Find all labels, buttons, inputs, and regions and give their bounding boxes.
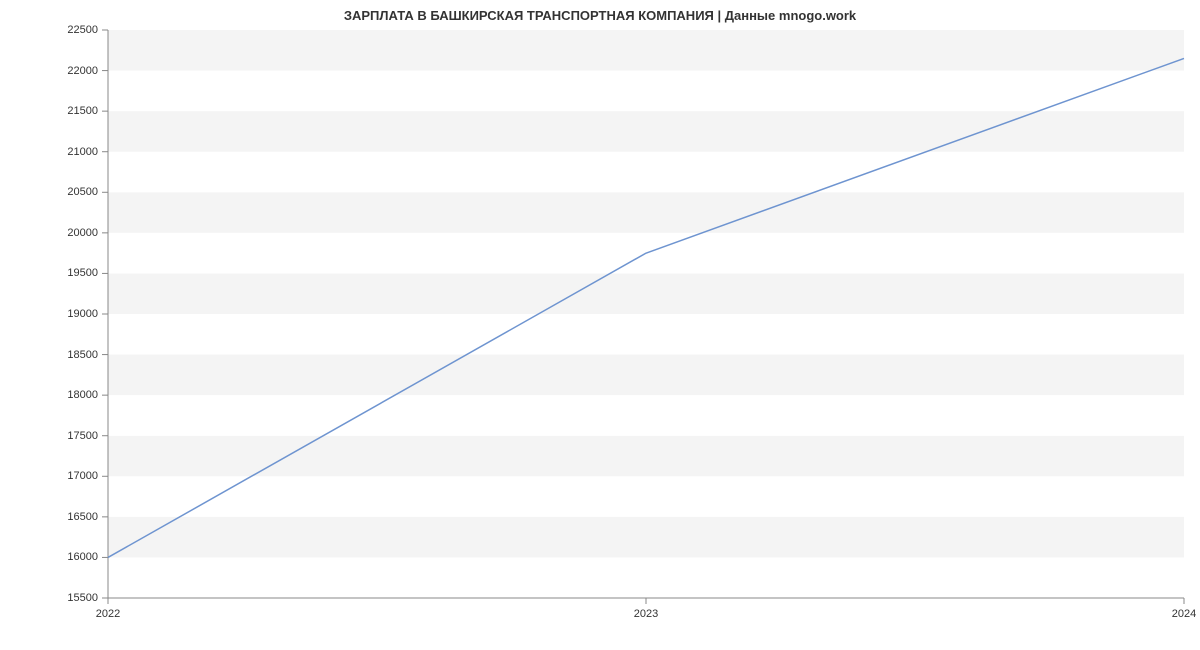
y-tick-label: 16000 bbox=[67, 551, 98, 563]
y-tick-label: 16500 bbox=[67, 511, 98, 523]
x-tick-label: 2024 bbox=[1172, 608, 1196, 620]
y-tick-label: 19000 bbox=[67, 308, 98, 320]
y-tick-label: 21500 bbox=[67, 105, 98, 117]
x-tick-label: 2022 bbox=[96, 608, 120, 620]
y-tick-label: 21000 bbox=[67, 146, 98, 158]
chart-plot-svg bbox=[0, 0, 1200, 650]
salary-line-chart: ЗАРПЛАТА В БАШКИРСКАЯ ТРАНСПОРТНАЯ КОМПА… bbox=[0, 0, 1200, 650]
y-tick-label: 17500 bbox=[67, 430, 98, 442]
y-tick-label: 20000 bbox=[67, 227, 98, 239]
y-tick-label: 19500 bbox=[67, 267, 98, 279]
y-tick-label: 18500 bbox=[67, 349, 98, 361]
y-tick-label: 22500 bbox=[67, 24, 98, 36]
y-tick-label: 18000 bbox=[67, 389, 98, 401]
y-tick-label: 15500 bbox=[67, 592, 98, 604]
y-tick-label: 22000 bbox=[67, 65, 98, 77]
y-tick-label: 17000 bbox=[67, 470, 98, 482]
y-tick-label: 20500 bbox=[67, 186, 98, 198]
x-tick-label: 2023 bbox=[634, 608, 658, 620]
